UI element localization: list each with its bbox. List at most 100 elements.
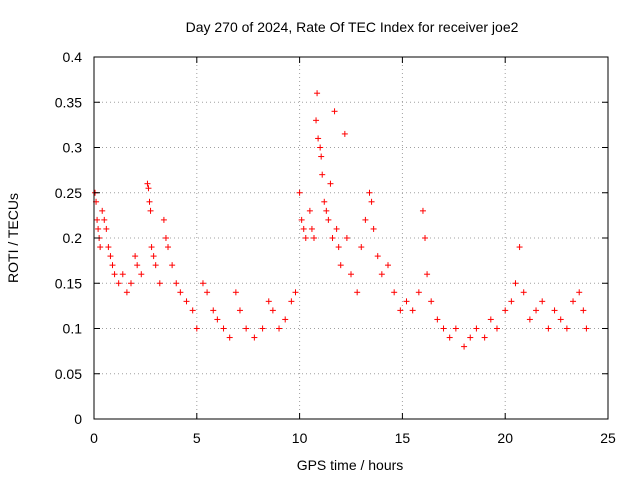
data-point xyxy=(300,225,307,232)
data-point xyxy=(214,316,221,323)
data-point xyxy=(282,316,289,323)
data-point xyxy=(570,298,577,305)
data-point xyxy=(189,307,196,314)
data-point xyxy=(146,198,153,205)
data-point xyxy=(366,189,373,196)
data-point xyxy=(415,289,422,296)
data-point xyxy=(101,216,108,223)
data-point xyxy=(148,244,155,251)
y-axis-ticks: 0 0.05 0.1 0.15 0.2 0.25 0.3 0.35 0.4 xyxy=(55,49,608,427)
data-point xyxy=(123,289,130,296)
data-point xyxy=(440,325,447,332)
data-point xyxy=(422,235,429,241)
data-point xyxy=(132,253,139,260)
data-point xyxy=(403,298,410,305)
x-tick-label: 10 xyxy=(292,430,308,446)
data-point xyxy=(251,334,258,341)
data-point xyxy=(551,307,558,314)
data-point xyxy=(220,325,227,332)
data-point xyxy=(526,316,533,323)
data-point xyxy=(308,225,315,232)
data-point xyxy=(128,280,135,287)
data-point xyxy=(368,198,375,205)
data-point xyxy=(583,325,590,332)
data-point xyxy=(325,216,332,223)
data-point xyxy=(152,262,159,269)
y-tick-label: 0.1 xyxy=(63,321,83,337)
data-point xyxy=(150,253,157,260)
data-point xyxy=(226,334,233,341)
data-point xyxy=(335,244,342,251)
data-point xyxy=(296,189,303,196)
y-tick-label: 0 xyxy=(74,411,82,427)
data-point xyxy=(576,289,583,296)
data-point xyxy=(323,207,330,214)
data-point xyxy=(481,334,488,341)
data-point xyxy=(493,325,500,332)
x-tick-label: 0 xyxy=(90,430,98,446)
data-point xyxy=(370,225,377,232)
x-tick-label: 20 xyxy=(497,430,513,446)
data-point xyxy=(105,244,112,251)
data-point xyxy=(292,289,299,296)
data-point xyxy=(428,298,435,305)
data-point xyxy=(461,343,468,350)
x-axis-ticks: 0 5 10 15 20 25 xyxy=(90,57,616,446)
data-point xyxy=(269,307,276,314)
data-point xyxy=(318,153,325,160)
data-point xyxy=(563,325,570,332)
x-tick-label: 5 xyxy=(193,430,201,446)
data-point xyxy=(95,225,102,232)
data-point xyxy=(348,271,354,278)
data-point xyxy=(419,207,426,214)
data-point xyxy=(315,135,322,142)
data-point xyxy=(144,180,151,187)
data-point xyxy=(502,307,509,314)
data-point xyxy=(134,262,141,269)
data-point xyxy=(232,289,239,296)
data-point xyxy=(314,90,321,97)
data-point xyxy=(210,307,217,314)
data-point xyxy=(321,198,328,205)
data-point xyxy=(434,316,441,323)
y-tick-label: 0.25 xyxy=(55,185,82,201)
data-point xyxy=(177,289,184,296)
data-point xyxy=(306,207,313,214)
data-point xyxy=(147,207,154,214)
data-point xyxy=(520,289,527,296)
x-axis-label: GPS time / hours xyxy=(297,457,404,473)
data-point xyxy=(516,244,523,251)
data-point xyxy=(313,117,320,124)
data-point xyxy=(160,216,167,223)
y-tick-label: 0.35 xyxy=(55,94,82,110)
data-point xyxy=(557,316,564,323)
data-point xyxy=(362,216,369,223)
data-point xyxy=(302,235,309,241)
y-tick-label: 0.3 xyxy=(63,140,83,156)
y-tick-label: 0.15 xyxy=(55,275,82,291)
data-point xyxy=(236,307,243,314)
data-point xyxy=(580,307,587,314)
data-point xyxy=(333,225,340,232)
data-point xyxy=(508,298,515,305)
x-tick-label: 25 xyxy=(600,430,616,446)
data-point xyxy=(265,298,272,305)
data-point xyxy=(99,207,106,214)
data-point xyxy=(337,262,344,269)
data-point xyxy=(391,289,398,296)
data-point xyxy=(162,235,169,241)
data-point xyxy=(109,262,116,269)
data-point xyxy=(487,316,494,323)
data-point xyxy=(385,262,392,269)
data-point xyxy=(298,216,305,223)
data-point xyxy=(183,298,190,305)
data-point xyxy=(341,130,348,137)
data-point xyxy=(145,185,152,192)
data-point xyxy=(288,298,295,305)
y-tick-label: 0.2 xyxy=(63,230,83,246)
data-point xyxy=(424,271,431,278)
data-point xyxy=(111,271,118,278)
data-point xyxy=(545,325,552,332)
data-point xyxy=(327,180,334,187)
